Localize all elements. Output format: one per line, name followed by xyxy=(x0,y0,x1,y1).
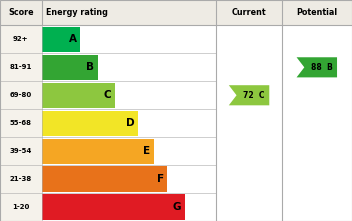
Text: 88  B: 88 B xyxy=(310,63,332,72)
Bar xyxy=(42,166,168,192)
Text: 81-91: 81-91 xyxy=(10,64,32,70)
Text: 92+: 92+ xyxy=(13,36,29,42)
Polygon shape xyxy=(296,57,337,77)
Bar xyxy=(0,137,42,165)
Text: A: A xyxy=(69,34,76,44)
Bar xyxy=(42,110,138,136)
Text: 69-80: 69-80 xyxy=(10,92,32,98)
Text: E: E xyxy=(143,146,150,156)
Bar xyxy=(42,83,115,108)
Text: 55-68: 55-68 xyxy=(10,120,32,126)
Text: Current: Current xyxy=(232,8,266,17)
Text: 72  C: 72 C xyxy=(243,91,264,100)
Bar xyxy=(0,0,352,25)
Text: F: F xyxy=(157,174,164,184)
Text: 1-20: 1-20 xyxy=(12,204,30,210)
Bar xyxy=(42,55,98,80)
Bar xyxy=(42,194,185,220)
Bar xyxy=(0,109,42,137)
Bar xyxy=(42,27,80,52)
Bar xyxy=(42,139,153,164)
Polygon shape xyxy=(229,85,269,105)
Bar xyxy=(0,193,42,221)
Text: B: B xyxy=(86,62,94,72)
Bar xyxy=(0,53,42,81)
Text: Potential: Potential xyxy=(296,8,337,17)
Text: Energy rating: Energy rating xyxy=(46,8,108,17)
Text: C: C xyxy=(104,90,112,100)
Text: Score: Score xyxy=(8,8,33,17)
Text: 39-54: 39-54 xyxy=(10,148,32,154)
Bar xyxy=(0,25,42,53)
Text: G: G xyxy=(173,202,182,212)
Bar xyxy=(0,165,42,193)
Text: D: D xyxy=(126,118,134,128)
Bar xyxy=(0,81,42,109)
Text: 21-38: 21-38 xyxy=(10,176,32,182)
